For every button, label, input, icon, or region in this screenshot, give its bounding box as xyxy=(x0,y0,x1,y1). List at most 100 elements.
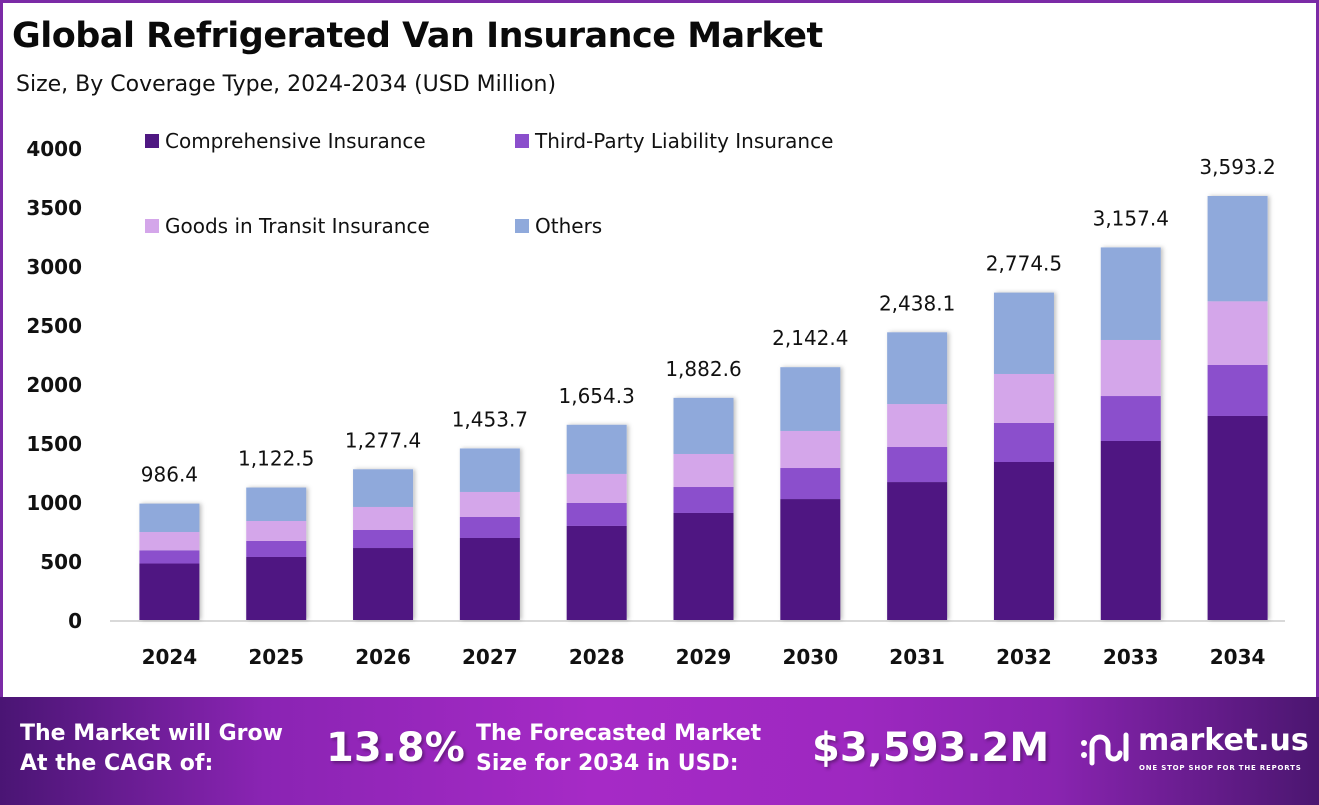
x-tick-label: 2032 xyxy=(996,645,1052,669)
bar-segment-goods-in-transit-insurance xyxy=(246,520,307,541)
bar-stack xyxy=(566,424,627,620)
bar-segment-third-party-liability-insurance xyxy=(887,447,948,483)
legend-item: Goods in Transit Insurance xyxy=(145,214,430,238)
bars xyxy=(139,196,1268,620)
total-label: 1,453.7 xyxy=(452,407,528,431)
chart-title: Global Refrigerated Van Insurance Market xyxy=(12,16,823,56)
bar-segment-goods-in-transit-insurance xyxy=(139,532,200,551)
chart-subtitle: Size, By Coverage Type, 2024-2034 (USD M… xyxy=(16,72,557,97)
footer-banner: The Market will Grow At the CAGR of: 13.… xyxy=(0,697,1319,805)
legend-label: Third-Party Liability Insurance xyxy=(534,129,833,153)
logo-name: market.us xyxy=(1138,723,1309,758)
total-label: 3,157.4 xyxy=(1093,206,1169,230)
legend-item: Third-Party Liability Insurance xyxy=(515,129,833,153)
forecast-value: $3,593.2M xyxy=(812,725,1050,771)
cagr-caption-line2: At the CAGR of: xyxy=(20,751,214,776)
bar-stack xyxy=(993,292,1054,620)
legend-swatch xyxy=(515,134,529,148)
bar-segment-comprehensive-insurance xyxy=(353,548,414,620)
y-tick-label: 2500 xyxy=(26,314,82,338)
bar-segment-others xyxy=(353,469,414,507)
chart-frame xyxy=(0,0,1319,700)
forecast-caption-line2: Size for 2034 in USD: xyxy=(476,751,739,776)
legend-label: Others xyxy=(535,214,602,238)
x-tick-label: 2026 xyxy=(355,645,411,669)
bar-segment-others xyxy=(459,448,520,492)
x-tick-label: 2033 xyxy=(1103,645,1159,669)
y-tick-label: 1500 xyxy=(26,432,82,456)
bar-segment-others xyxy=(673,397,734,454)
bar-segment-third-party-liability-insurance xyxy=(993,422,1054,462)
total-label: 986.4 xyxy=(141,463,198,487)
legend-label: Goods in Transit Insurance xyxy=(165,214,430,238)
forecast-caption: The Forecasted Market Size for 2034 in U… xyxy=(476,719,761,779)
legend-item: Comprehensive Insurance xyxy=(145,129,426,153)
legend-label: Comprehensive Insurance xyxy=(165,129,426,153)
bar-segment-comprehensive-insurance xyxy=(673,512,734,620)
total-label: 1,277.4 xyxy=(345,428,421,452)
cagr-caption: The Market will Grow At the CAGR of: xyxy=(20,719,283,779)
bar-segment-comprehensive-insurance xyxy=(1100,440,1161,620)
total-labels: 986.4 1,122.5 1,277.4 1,453.7 1,654.3 1,882.6… xyxy=(141,155,1276,487)
bar-stack xyxy=(139,503,200,620)
total-label: 1,882.6 xyxy=(665,357,741,381)
x-tick-label: 2030 xyxy=(782,645,838,669)
bar-segment-goods-in-transit-insurance xyxy=(566,473,627,503)
total-label: 1,122.5 xyxy=(238,447,314,471)
bar-stack xyxy=(246,487,307,620)
bar-segment-goods-in-transit-insurance xyxy=(673,453,734,488)
bar-segment-others xyxy=(1207,196,1268,302)
bar-segment-comprehensive-insurance xyxy=(459,537,520,620)
bar-segment-others xyxy=(780,367,841,431)
bar-segment-third-party-liability-insurance xyxy=(1100,396,1161,441)
x-tick-label: 2024 xyxy=(142,645,198,669)
y-tick-label: 500 xyxy=(40,550,82,574)
x-tick-label: 2034 xyxy=(1210,645,1266,669)
bar-segment-comprehensive-insurance xyxy=(887,482,948,620)
market-us-logo-icon xyxy=(1081,732,1129,766)
y-tick-label: 3000 xyxy=(26,255,82,279)
y-tick-label: 3500 xyxy=(26,196,82,220)
forecast-caption-line1: The Forecasted Market xyxy=(476,721,762,746)
x-tick-label: 2028 xyxy=(569,645,625,669)
x-axis: 2024 2025 2026 2027 2028 2029 2030 2031 2032 2033… xyxy=(142,645,1266,669)
bar-segment-others xyxy=(887,332,948,405)
y-tick-label: 1000 xyxy=(26,491,82,515)
bar-stack xyxy=(1100,247,1161,620)
bar-segment-others xyxy=(139,503,200,533)
bar-segment-third-party-liability-insurance xyxy=(1207,365,1268,416)
legend: Comprehensive Insurance Third-Party Liabi… xyxy=(145,129,833,238)
bar-segment-comprehensive-insurance xyxy=(246,556,307,620)
bar-segment-third-party-liability-insurance xyxy=(780,468,841,500)
y-tick-label: 2000 xyxy=(26,373,82,397)
bar-segment-others xyxy=(246,487,307,521)
bar-segment-goods-in-transit-insurance xyxy=(780,430,841,469)
legend-item: Others xyxy=(515,214,602,238)
legend-swatch xyxy=(515,219,529,233)
bar-segment-third-party-liability-insurance xyxy=(566,502,627,526)
bar-segment-comprehensive-insurance xyxy=(993,461,1054,620)
bar-segment-comprehensive-insurance xyxy=(1207,415,1268,620)
bar-segment-comprehensive-insurance xyxy=(139,563,200,620)
bar-stack xyxy=(1207,196,1268,620)
bar-segment-third-party-liability-insurance xyxy=(246,540,307,557)
bar-segment-goods-in-transit-insurance xyxy=(887,404,948,448)
logo-tagline: ONE STOP SHOP FOR THE REPORTS xyxy=(1139,764,1302,772)
bar-stack xyxy=(887,332,948,620)
bar-segment-goods-in-transit-insurance xyxy=(1100,339,1161,397)
bar-segment-goods-in-transit-insurance xyxy=(459,491,520,517)
bar-segment-others xyxy=(993,292,1054,374)
stacked-bar-chart: 0 500 1000 1500 2000 2500 3000 3500 4000 986.4 1,… xyxy=(26,129,1285,669)
bar-segment-goods-in-transit-insurance xyxy=(353,506,414,530)
x-tick-label: 2031 xyxy=(889,645,945,669)
bar-segment-third-party-liability-insurance xyxy=(673,487,734,513)
bar-segment-goods-in-transit-insurance xyxy=(993,373,1054,423)
y-axis: 0 500 1000 1500 2000 2500 3000 3500 4000 xyxy=(26,137,1285,633)
cagr-value: 13.8% xyxy=(326,725,465,771)
bar-segment-comprehensive-insurance xyxy=(566,525,627,620)
bar-stack xyxy=(780,367,841,620)
bar-segment-comprehensive-insurance xyxy=(780,499,841,620)
legend-swatch xyxy=(145,219,159,233)
bar-segment-third-party-liability-insurance xyxy=(353,529,414,549)
bar-stack xyxy=(673,397,734,620)
